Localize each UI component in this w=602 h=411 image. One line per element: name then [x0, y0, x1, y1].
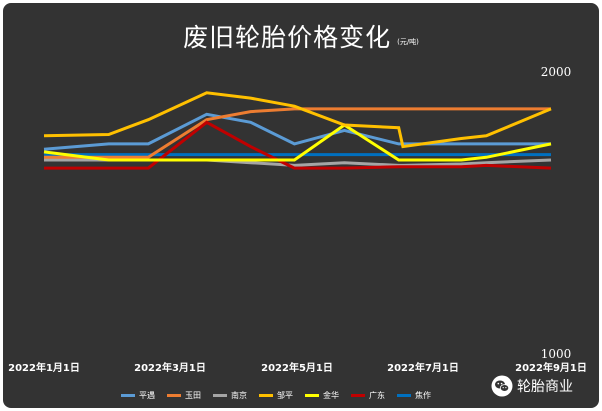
legend-item: 南京 [213, 390, 247, 401]
series-line-广东 [44, 120, 552, 170]
legend-label: 焦作 [415, 390, 431, 400]
title-text: 废旧轮胎价格变化 [183, 23, 392, 52]
legend-item: 平遇 [121, 390, 155, 401]
unit-label: (元/吨) [397, 38, 419, 46]
legend-label: 邹平 [277, 390, 293, 400]
legend: 平遇 玉田 南京 邹平 金华 广东 焦作 [121, 388, 443, 402]
x-tick-label: 2022年1月1日 [8, 361, 80, 374]
legend-swatch [167, 393, 181, 397]
x-tick-label: 2022年7月1日 [387, 361, 459, 374]
wechat-icon [491, 375, 513, 397]
legend-label: 玉田 [185, 390, 201, 400]
x-tick-label: 2022年5月1日 [261, 361, 333, 374]
chart-panel: 废旧轮胎价格变化 (元/吨) 2022年1月1日 2022年3月1日 2022年5月1… [3, 3, 599, 408]
legend-label: 广东 [369, 390, 385, 400]
legend-item: 金华 [305, 390, 339, 401]
legend-swatch [351, 393, 365, 397]
y-tick-label: 1000 [541, 347, 572, 361]
x-tick-label: 2022年3月1日 [134, 361, 206, 374]
legend-item: 焦作 [397, 390, 431, 401]
legend-item: 玉田 [167, 390, 201, 401]
series-line-平遇 [43, 112, 551, 151]
watermark-text: 轮胎商业 [517, 379, 573, 395]
legend-item: 广东 [351, 390, 385, 401]
line-chart: 2022年1月1日 2022年3月1日 2022年5月1日 2022年7月1日 2022… [8, 65, 587, 374]
series-line-邹平 [43, 91, 552, 149]
legend-label: 南京 [231, 390, 247, 400]
series-line-金华 [43, 123, 552, 162]
legend-swatch [305, 393, 319, 397]
legend-label: 金华 [323, 390, 339, 400]
watermark: 轮胎商业 [491, 375, 573, 397]
y-tick-label: 2000 [541, 65, 572, 79]
legend-swatch [213, 393, 227, 397]
legend-swatch [259, 393, 273, 397]
legend-label: 平遇 [139, 390, 155, 400]
chart-title: 废旧轮胎价格变化 (元/吨) [3, 23, 599, 57]
x-tick-label: 2022年9月1日 [515, 361, 587, 374]
legend-swatch [397, 393, 411, 397]
legend-item: 邹平 [259, 390, 293, 401]
series-line-玉田 [44, 107, 551, 159]
legend-swatch [121, 393, 135, 397]
